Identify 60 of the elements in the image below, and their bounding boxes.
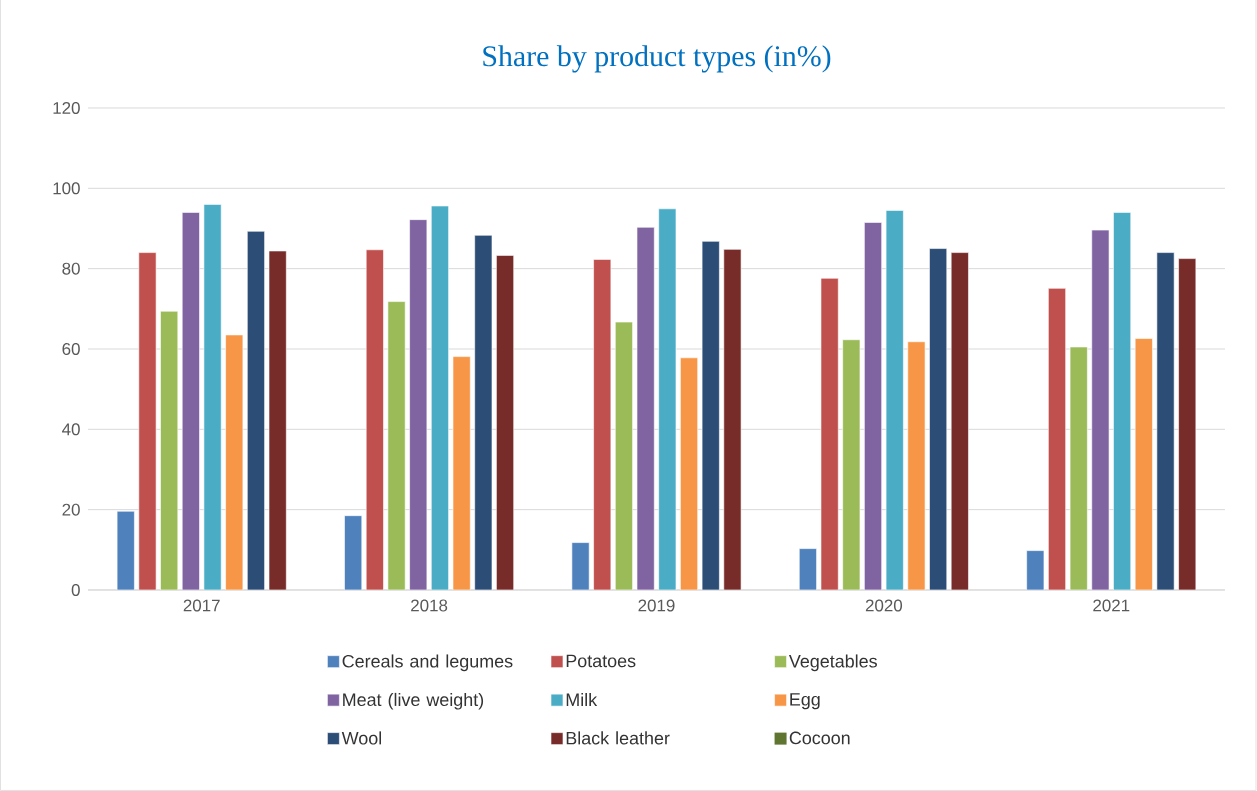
bar bbox=[907, 341, 926, 590]
y-tick-label: 80 bbox=[62, 262, 80, 275]
bar bbox=[1178, 258, 1197, 590]
bar bbox=[842, 339, 861, 590]
legend-label: Egg bbox=[790, 693, 820, 710]
legend-label: Vegetables bbox=[788, 654, 877, 672]
legend-label: Milk bbox=[566, 692, 598, 706]
bar bbox=[614, 321, 633, 590]
bar bbox=[344, 515, 363, 590]
bar bbox=[571, 542, 590, 590]
legend-label: Meat (live weight) bbox=[343, 692, 484, 710]
x-tick-label: 2019 bbox=[638, 599, 675, 612]
bar bbox=[1113, 212, 1132, 590]
bar bbox=[160, 310, 179, 590]
bar bbox=[181, 212, 200, 590]
bar bbox=[820, 277, 839, 590]
y-tick-label: 120 bbox=[53, 101, 80, 114]
bar bbox=[1156, 252, 1175, 590]
bar bbox=[247, 231, 265, 590]
bar bbox=[950, 252, 969, 590]
bar bbox=[723, 249, 742, 590]
bar bbox=[593, 259, 612, 590]
bar bbox=[409, 219, 428, 590]
bar bbox=[387, 301, 406, 590]
bar bbox=[203, 204, 222, 590]
x-tick-label: 2017 bbox=[183, 599, 220, 612]
bar bbox=[116, 510, 135, 590]
bar bbox=[636, 226, 655, 590]
bar bbox=[225, 334, 244, 590]
x-tick-label: 2018 bbox=[411, 599, 448, 612]
bar bbox=[864, 222, 882, 590]
bar bbox=[365, 249, 384, 590]
bar bbox=[1134, 338, 1153, 590]
x-tick-label: 2021 bbox=[1093, 599, 1130, 612]
bar bbox=[1048, 288, 1066, 590]
legend-label: Black leather bbox=[566, 731, 670, 745]
bar bbox=[431, 205, 449, 590]
legend-label: Cocoon bbox=[789, 731, 850, 745]
bar bbox=[474, 235, 493, 590]
x-tick-label: 2020 bbox=[865, 599, 903, 612]
bar bbox=[885, 210, 904, 590]
bar bbox=[658, 208, 677, 590]
bar bbox=[138, 252, 157, 590]
bar bbox=[452, 356, 471, 590]
legend-label: Potatoes bbox=[566, 654, 636, 668]
y-tick-label: 20 bbox=[62, 503, 80, 516]
bar bbox=[268, 250, 287, 590]
y-tick-label: 40 bbox=[62, 423, 80, 436]
bar bbox=[1091, 229, 1110, 590]
legend-label: Cereals and legumes bbox=[342, 654, 513, 672]
y-tick-label: 60 bbox=[62, 342, 80, 355]
y-tick-label: 0 bbox=[71, 583, 80, 596]
bar bbox=[701, 241, 720, 590]
chart-title: Share by product types (in%) bbox=[483, 45, 831, 73]
bar bbox=[496, 255, 514, 590]
bar bbox=[929, 248, 948, 590]
bar bbox=[680, 357, 698, 590]
legend-label: Wool bbox=[341, 731, 382, 745]
y-tick-label: 100 bbox=[53, 182, 80, 195]
bar bbox=[1069, 346, 1088, 590]
